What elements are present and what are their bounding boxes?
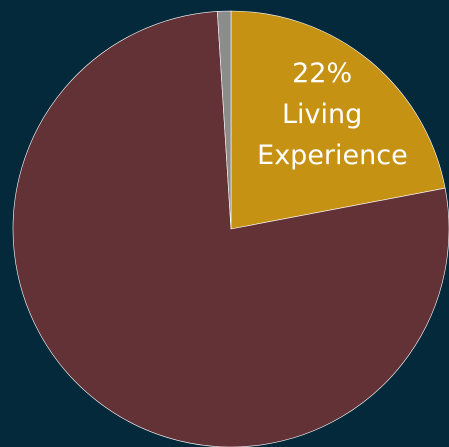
- pie-slice: [12, 11, 449, 447]
- pie-slice: [230, 10, 446, 230]
- category-label: Living Experience: [257, 98, 408, 171]
- pie-slice: [216, 10, 232, 230]
- value-label: 22%: [292, 57, 353, 89]
- slice-label: 22% Living Experience: [232, 53, 412, 176]
